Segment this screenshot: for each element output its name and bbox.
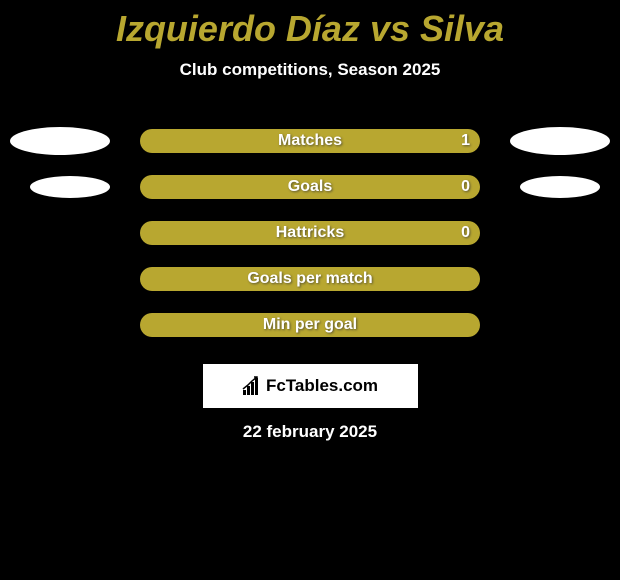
stat-row-goals-per-match: Goals per match xyxy=(0,256,620,302)
stat-bar: Goals 0 xyxy=(140,175,480,199)
player-right-marker xyxy=(510,127,610,155)
stat-value: 0 xyxy=(461,224,470,242)
player-right-marker xyxy=(520,176,600,198)
comparison-subtitle: Club competitions, Season 2025 xyxy=(0,60,620,80)
stat-row-goals: Goals 0 xyxy=(0,164,620,210)
stat-label: Goals per match xyxy=(247,270,372,288)
stat-bar: Matches 1 xyxy=(140,129,480,153)
stat-label: Matches xyxy=(278,132,342,150)
logo-text: FcTables.com xyxy=(266,376,378,396)
date-text: 22 february 2025 xyxy=(0,422,620,442)
stat-label: Hattricks xyxy=(276,224,344,242)
player-left-marker xyxy=(10,127,110,155)
logo-content: FcTables.com xyxy=(242,376,378,396)
stat-row-min-per-goal: Min per goal xyxy=(0,302,620,348)
logo-box: FcTables.com xyxy=(203,364,418,408)
stat-label: Min per goal xyxy=(263,316,357,334)
player-left-marker xyxy=(30,176,110,198)
stats-container: Matches 1 Goals 0 Hattricks 0 Goals per … xyxy=(0,118,620,348)
stat-row-matches: Matches 1 xyxy=(0,118,620,164)
stat-row-hattricks: Hattricks 0 xyxy=(0,210,620,256)
stat-bar: Goals per match xyxy=(140,267,480,291)
stat-bar: Min per goal xyxy=(140,313,480,337)
stat-value: 0 xyxy=(461,178,470,196)
stat-label: Goals xyxy=(288,178,332,196)
chart-icon xyxy=(242,376,262,396)
stat-value: 1 xyxy=(461,132,470,150)
comparison-title: Izquierdo Díaz vs Silva xyxy=(0,0,620,50)
stat-bar: Hattricks 0 xyxy=(140,221,480,245)
